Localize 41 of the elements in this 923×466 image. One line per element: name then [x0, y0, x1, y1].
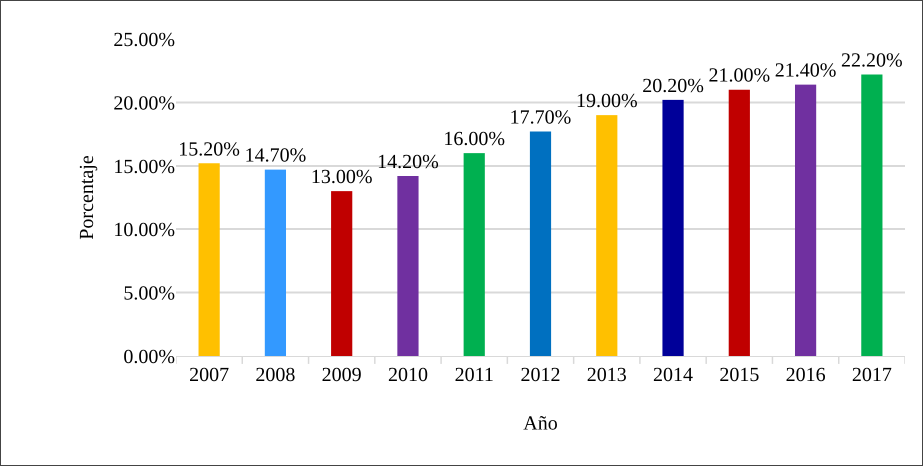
bar [198, 163, 220, 356]
data-label: 14.20% [377, 150, 439, 173]
bar [728, 90, 750, 356]
data-label: 17.70% [510, 106, 572, 129]
x-tick-label: 2014 [653, 364, 694, 386]
y-tick-label: 10.00% [113, 219, 175, 242]
x-tick-label: 2016 [786, 364, 826, 386]
bar [596, 115, 618, 356]
y-axis-title: Porcentaje [76, 155, 98, 240]
x-tick-label: 2012 [520, 364, 560, 386]
bar [662, 100, 684, 356]
data-label: 19.00% [576, 90, 638, 112]
x-tick-label: 2009 [322, 364, 362, 386]
data-label: 20.20% [642, 74, 704, 97]
x-tick-label: 2013 [586, 364, 627, 386]
data-label: 21.40% [774, 60, 836, 82]
bar [794, 84, 816, 356]
x-tick-label: 2010 [388, 364, 428, 386]
data-label: 13.00% [310, 166, 373, 188]
data-label: 14.70% [244, 144, 306, 167]
data-label: 21.00% [708, 64, 770, 87]
x-tick-label: 2011 [454, 364, 494, 386]
bar [464, 153, 485, 356]
y-tick-label: 25.00% [113, 29, 175, 51]
x-tick-label: 2007 [189, 364, 230, 386]
x-tick-label: 2015 [719, 364, 760, 386]
y-tick-label: 20.00% [113, 92, 175, 114]
x-axis-title: Año [523, 412, 558, 434]
bar [861, 74, 882, 356]
bar [331, 191, 352, 356]
x-tick-label: 2008 [255, 364, 296, 386]
bar [264, 170, 286, 356]
data-label: 22.20% [841, 50, 903, 72]
bar [397, 176, 419, 356]
y-tick-label: 0.00% [123, 346, 175, 368]
x-tick-label: 2017 [852, 364, 892, 386]
y-tick-label: 15.00% [113, 156, 175, 178]
data-label: 16.00% [443, 128, 506, 150]
bar [530, 132, 552, 356]
y-tick-label: 5.00% [123, 282, 175, 305]
data-label: 15.20% [178, 138, 240, 160]
